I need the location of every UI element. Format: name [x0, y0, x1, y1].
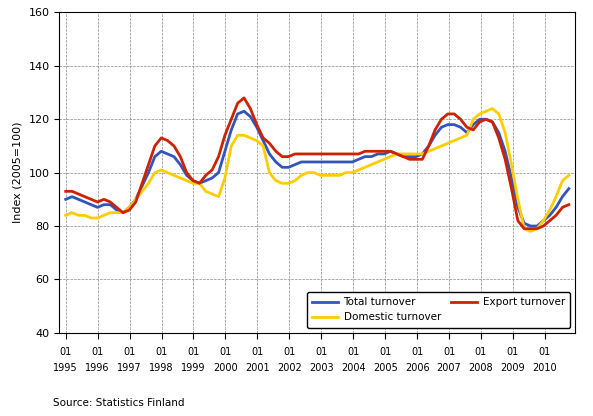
- Domestic turnover: [62, 213, 69, 218]
- Text: 1998: 1998: [149, 363, 174, 373]
- Text: 01: 01: [123, 347, 136, 357]
- Text: 2007: 2007: [436, 363, 461, 373]
- Text: 01: 01: [91, 347, 104, 357]
- Total turnover: [368, 154, 375, 159]
- Total turnover: [393, 151, 400, 156]
- Export turnover: [565, 202, 572, 207]
- Text: 01: 01: [283, 347, 295, 357]
- Domestic turnover: [285, 181, 292, 186]
- Export turnover: [393, 151, 400, 156]
- Text: 01: 01: [443, 347, 455, 357]
- Total turnover: [291, 162, 298, 167]
- Text: 2000: 2000: [213, 363, 238, 373]
- Text: 2005: 2005: [373, 363, 397, 373]
- Text: 01: 01: [315, 347, 327, 357]
- Text: 2001: 2001: [245, 363, 270, 373]
- Text: Source: Statistics Finland: Source: Statistics Finland: [53, 398, 185, 408]
- Text: 01: 01: [538, 347, 551, 357]
- Text: 1997: 1997: [117, 363, 142, 373]
- Domestic turnover: [368, 162, 375, 167]
- Export turnover: [374, 149, 381, 154]
- Text: 2006: 2006: [405, 363, 429, 373]
- Total turnover: [240, 109, 247, 114]
- Export turnover: [368, 149, 375, 154]
- Y-axis label: Index (2005=100): Index (2005=100): [13, 122, 23, 223]
- Text: 01: 01: [59, 347, 72, 357]
- Export turnover: [514, 218, 521, 223]
- Domestic turnover: [362, 165, 369, 170]
- Text: 1995: 1995: [53, 363, 78, 373]
- Text: 2010: 2010: [533, 363, 557, 373]
- Text: 1996: 1996: [85, 363, 110, 373]
- Text: 2008: 2008: [468, 363, 493, 373]
- Total turnover: [527, 223, 534, 228]
- Text: 01: 01: [475, 347, 487, 357]
- Export turnover: [291, 151, 298, 156]
- Domestic turnover: [514, 197, 521, 202]
- Text: 2003: 2003: [309, 363, 333, 373]
- Total turnover: [412, 154, 419, 159]
- Export turnover: [62, 189, 69, 194]
- Text: 2004: 2004: [341, 363, 365, 373]
- Text: 01: 01: [507, 347, 519, 357]
- Domestic turnover: [527, 229, 534, 234]
- Text: 01: 01: [251, 347, 263, 357]
- Text: 01: 01: [187, 347, 200, 357]
- Text: 01: 01: [155, 347, 168, 357]
- Domestic turnover: [387, 154, 394, 159]
- Text: 1999: 1999: [181, 363, 206, 373]
- Text: 01: 01: [219, 347, 231, 357]
- Total turnover: [565, 186, 572, 191]
- Line: Domestic turnover: Domestic turnover: [66, 109, 569, 231]
- Total turnover: [374, 151, 381, 156]
- Domestic turnover: [406, 151, 413, 156]
- Domestic turnover: [489, 106, 496, 111]
- Total turnover: [514, 205, 521, 210]
- Text: 01: 01: [411, 347, 423, 357]
- Text: 01: 01: [347, 347, 359, 357]
- Text: 01: 01: [379, 347, 391, 357]
- Domestic turnover: [565, 173, 572, 178]
- Text: 2002: 2002: [277, 363, 302, 373]
- Text: 2009: 2009: [500, 363, 525, 373]
- Export turnover: [240, 95, 247, 100]
- Total turnover: [62, 197, 69, 202]
- Line: Export turnover: Export turnover: [66, 98, 569, 229]
- Legend: Total turnover, Domestic turnover, Export turnover: Total turnover, Domestic turnover, Expor…: [307, 292, 570, 327]
- Line: Total turnover: Total turnover: [66, 111, 569, 226]
- Export turnover: [521, 226, 528, 231]
- Export turnover: [412, 157, 419, 162]
